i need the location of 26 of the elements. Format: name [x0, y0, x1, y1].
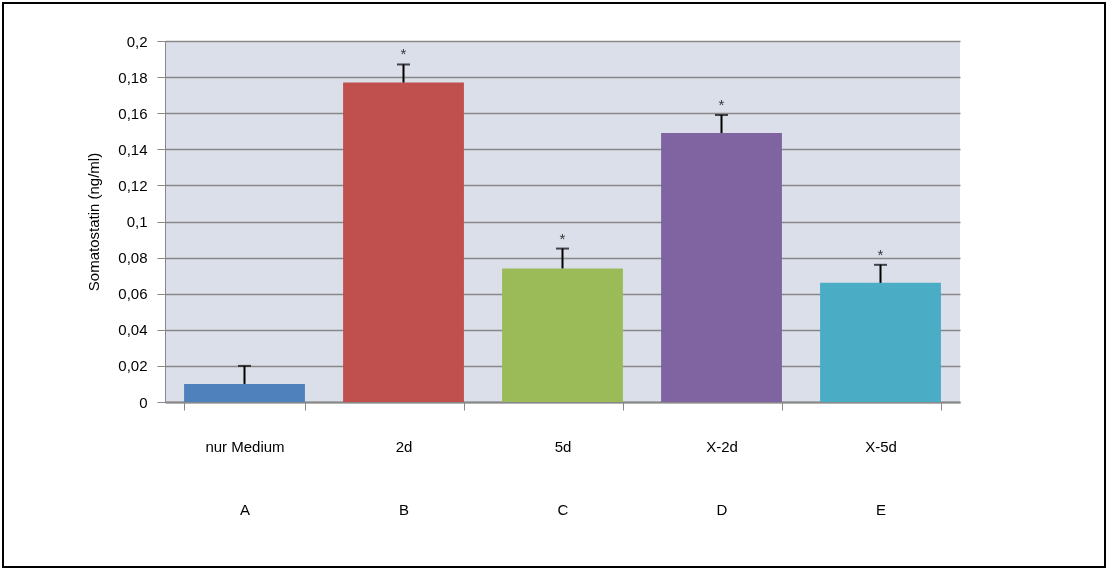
bar — [343, 82, 464, 402]
y-tick-label: 0,1 — [126, 213, 148, 230]
bar — [661, 133, 782, 402]
category-label: nur Medium A — [205, 437, 285, 518]
y-tick-label: 0,02 — [118, 357, 148, 375]
category-label: X-2d D — [706, 437, 738, 518]
y-tick-label: 0,08 — [118, 249, 148, 267]
y-tick-label: 0 — [139, 393, 148, 411]
bar — [820, 282, 941, 402]
y-axis-title: Somatostatin (ng/ml) — [85, 152, 103, 292]
bar — [184, 383, 305, 402]
y-tick-label: 0,16 — [118, 104, 148, 122]
y-tick-label: 0,04 — [118, 321, 148, 339]
annotation: * — [559, 229, 566, 247]
annotation: * — [877, 245, 884, 263]
y-tick-label: 0,18 — [118, 68, 148, 86]
y-tick-label: 0,12 — [118, 176, 148, 194]
annotation: * — [400, 45, 407, 63]
category-label: 2d B — [395, 437, 413, 518]
bar — [502, 268, 623, 402]
y-tick-label: 0,2 — [126, 32, 148, 50]
annotation: * — [718, 96, 725, 113]
y-tick-label: 0,14 — [118, 140, 148, 158]
category-label: X-5d E — [865, 437, 897, 518]
category-label: 5d C — [554, 437, 572, 518]
y-tick-label: 0,06 — [118, 285, 148, 303]
